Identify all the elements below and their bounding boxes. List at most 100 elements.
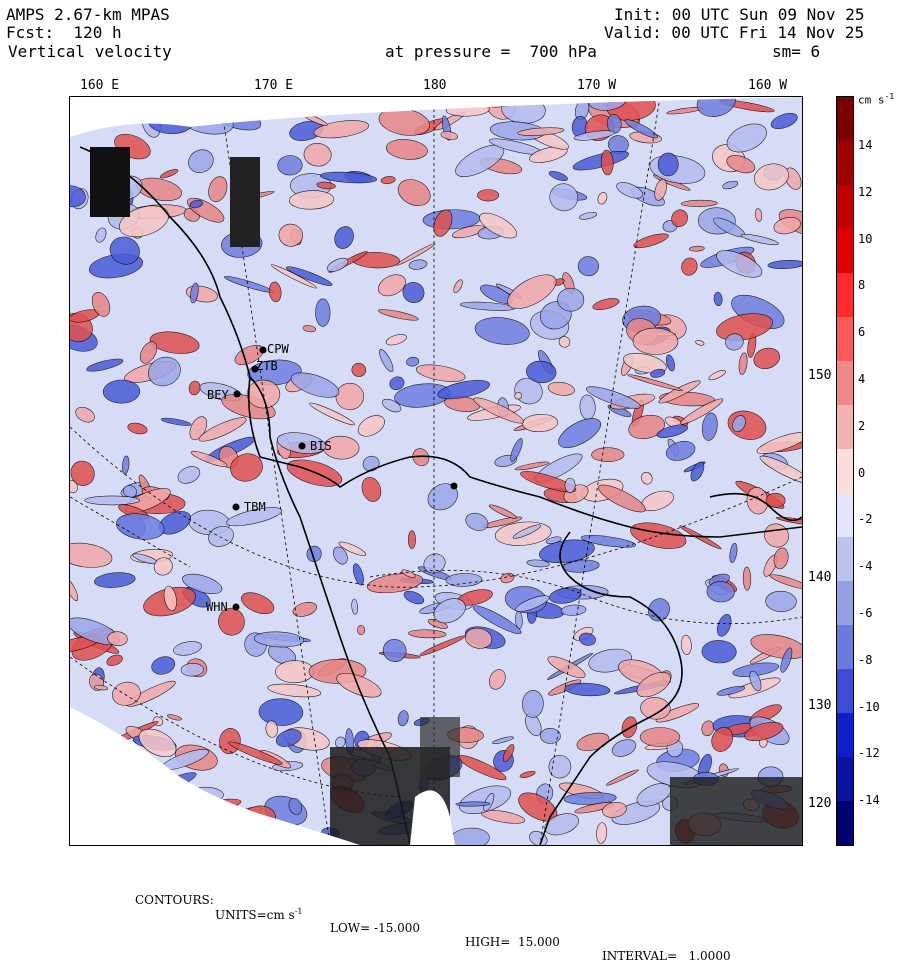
contour-cell [167, 714, 182, 721]
contour-cell [549, 587, 582, 604]
footer-units-text: UNITS=cm s [215, 908, 295, 922]
contour-cell [116, 513, 165, 540]
contour-cell [689, 245, 705, 252]
contour-cell [540, 727, 561, 744]
contour-cell [726, 123, 767, 153]
contour-cell [226, 507, 283, 527]
contour-cell [278, 223, 303, 247]
contour-cell [362, 455, 380, 472]
contour-footer: CONTOURS: UNITS=cm s-1 LOW= -15.000 HIGH… [0, 879, 900, 963]
contour-cell [597, 192, 608, 205]
contour-cell [182, 573, 223, 595]
contour-cell [275, 660, 315, 684]
contour-cell [382, 638, 407, 663]
contour-cell [258, 698, 304, 726]
contour-cell [558, 418, 601, 448]
contour-cell [378, 309, 419, 321]
contour-cell [138, 728, 177, 758]
contour-cell [579, 211, 598, 220]
contour-cell [378, 274, 406, 297]
contour-cell [361, 476, 382, 502]
contour-cell [573, 130, 615, 141]
contour-cell [769, 574, 802, 590]
contour-cell [70, 542, 113, 568]
colorbar-swatch [837, 405, 853, 450]
contour-cell [671, 209, 688, 228]
contour-cell [665, 354, 675, 372]
contour-cell [319, 171, 378, 184]
contour-cell [290, 372, 340, 398]
contour-cell [750, 634, 802, 660]
contour-cell [514, 461, 550, 471]
colorbar-tick-label: -12 [858, 746, 880, 761]
contour-cell [701, 640, 737, 664]
contour-cell [440, 131, 458, 140]
contour-cell [397, 710, 409, 727]
colorbar-tick-label: 8 [858, 278, 866, 293]
contour-cell [408, 629, 447, 639]
coastline [79, 146, 802, 845]
contour-cell [529, 146, 568, 163]
contour-cell [336, 673, 382, 698]
contour-cell [656, 424, 689, 438]
contour-cell [228, 741, 283, 765]
contour-cell [738, 352, 748, 375]
contour-cell [188, 380, 201, 396]
colorbar-tick-label: 14 [858, 138, 873, 152]
contour-cell [267, 683, 322, 698]
contour-cell [107, 631, 128, 647]
contour-cell [401, 569, 416, 578]
contour-cell [326, 257, 349, 272]
contour-cell [190, 282, 199, 304]
colorbar [836, 96, 854, 846]
contour-cell [357, 415, 385, 437]
colorbar-swatch [837, 581, 853, 626]
contour-cell [596, 822, 608, 844]
contour-cell [163, 585, 177, 612]
contour-cell [433, 209, 453, 237]
contour-cell [412, 448, 430, 467]
contour-cell [288, 797, 303, 815]
contour-cell [91, 292, 111, 317]
vertical-velocity-map: CPW ZTB BEY BIS TBM WHN [69, 96, 803, 846]
contour-cell [474, 317, 530, 345]
lon-label-160w: 160 W [748, 78, 788, 93]
contour-cell [218, 607, 245, 636]
contour-cell [681, 257, 698, 276]
station-dot-bis [298, 442, 306, 450]
contour-cell [778, 209, 802, 236]
contour-cell [519, 770, 536, 778]
contour-cell [406, 356, 420, 367]
contour-cell [624, 119, 658, 139]
contour-cell [773, 217, 801, 235]
station-label-ztb: ZTB [256, 359, 278, 373]
contour-cell [740, 233, 779, 246]
contour-cell [352, 563, 364, 586]
contour-cell [547, 381, 575, 396]
contour-cell [403, 590, 425, 605]
contour-cell [94, 572, 136, 588]
contour-cell [408, 259, 428, 270]
contour-cell [563, 792, 617, 805]
contour-cell [780, 647, 793, 673]
contour-cell [241, 592, 275, 615]
contour-cell [465, 512, 489, 531]
contour-cell [159, 169, 179, 179]
colorbar-swatch [837, 493, 853, 538]
forecast-hour: Fcst: 120 h [6, 23, 122, 42]
contour-cell [397, 179, 431, 206]
contour-cell [488, 504, 517, 519]
contour-cell [198, 417, 247, 442]
contour-cell [744, 721, 784, 742]
colorbar-swatch [837, 713, 853, 758]
contour-cell [153, 557, 173, 576]
contour-cell [611, 739, 637, 757]
contour-cell [75, 406, 95, 423]
contour-cell [641, 471, 653, 485]
colorbar-swatch [837, 317, 853, 362]
contour-cell [423, 553, 446, 574]
contour-cell [208, 525, 234, 547]
contour-cell [253, 631, 305, 648]
contour-cell [309, 402, 355, 426]
colorbar-tick-label: 0 [858, 465, 866, 480]
